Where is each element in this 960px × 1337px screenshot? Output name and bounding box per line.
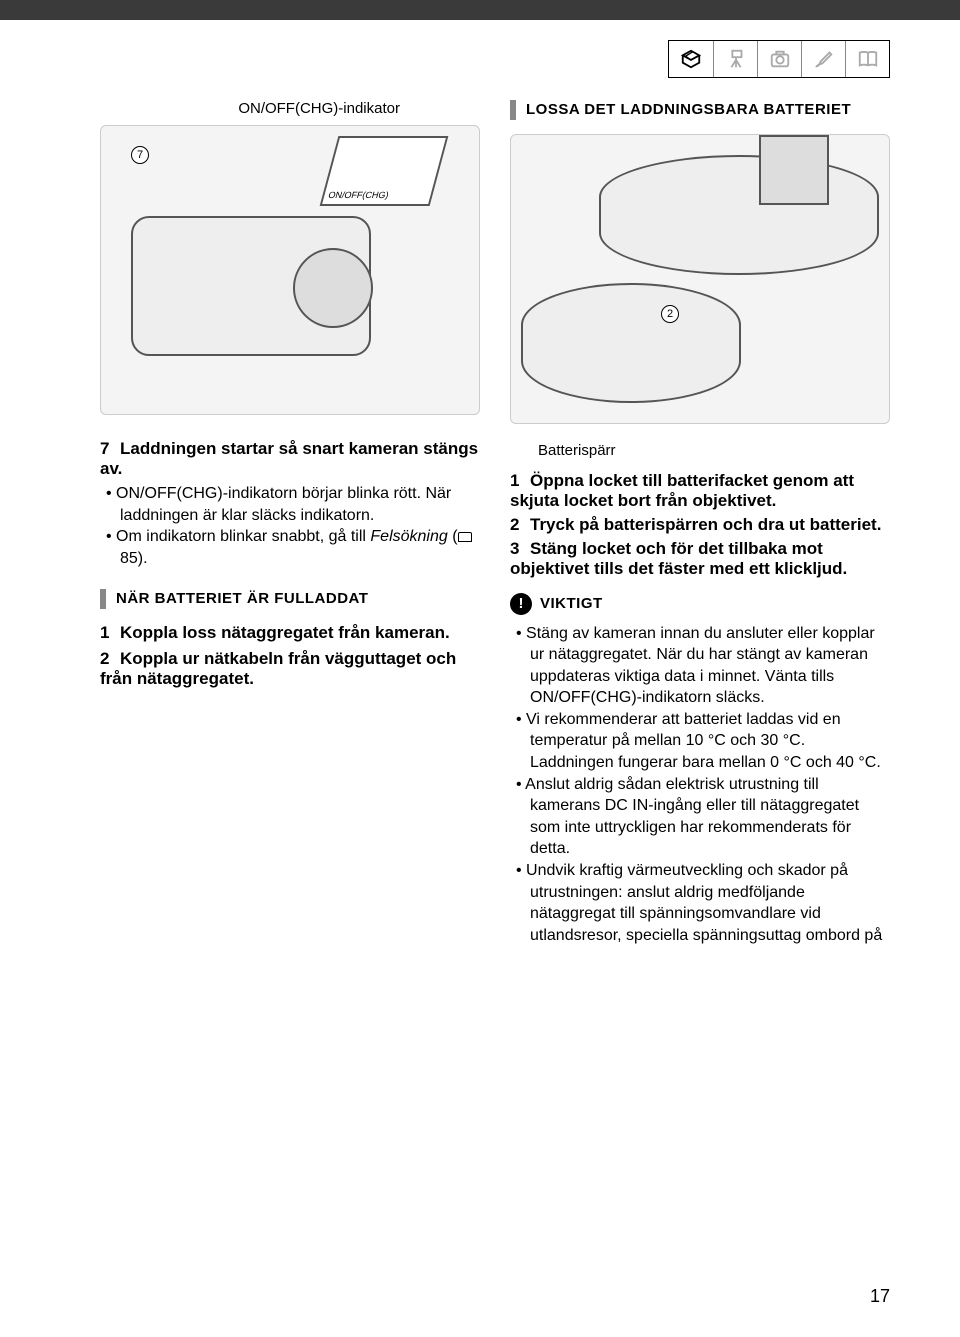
book-icon — [845, 41, 889, 77]
step-7: 7Laddningen startar så snart kameran stä… — [100, 439, 480, 479]
step-text: Öppna locket till batterifacket genom at… — [510, 471, 854, 510]
step-number: 1 — [100, 623, 120, 643]
bullet-item: Vi rekommenderar att batteriet laddas vi… — [530, 709, 890, 774]
left-column: ON/OFF(CHG)-indikator 7 ON/OFF(CHG) 7Lad… — [100, 100, 480, 1277]
bullet-item: Stäng av kameran innan du ansluter eller… — [530, 623, 890, 709]
step-3-remove: 3Stäng locket och för det tillbaka mot o… — [510, 539, 890, 579]
camera-top-view — [599, 155, 879, 275]
step-text: Laddningen startar så snart kameran stän… — [100, 439, 478, 478]
indicator-caption: ON/OFF(CHG)-indikator — [100, 100, 480, 117]
heading-remove-battery: LOSSA DET LADDNINGSBARA BATTERIET — [510, 100, 890, 120]
important-label: VIKTIGT — [540, 595, 603, 612]
camera-bottom-view — [521, 283, 741, 403]
page-content: ON/OFF(CHG)-indikator 7 ON/OFF(CHG) 7Lad… — [100, 100, 890, 1277]
illustration-left: 7 ON/OFF(CHG) — [100, 125, 480, 415]
step-number: 1 — [510, 471, 530, 491]
illustration-right: 2 — [510, 134, 890, 424]
bullet-item: Anslut aldrig sådan elektrisk utrustning… — [530, 774, 890, 860]
bullet-item: Om indikatorn blinkar snabbt, gå till Fe… — [120, 526, 480, 569]
battery-shape — [759, 135, 829, 205]
step-number: 2 — [100, 649, 120, 669]
step7-details: ON/OFF(CHG)-indikatorn börjar blinka röt… — [100, 483, 480, 569]
page-number: 17 — [870, 1286, 890, 1307]
step-number: 7 — [100, 439, 120, 459]
camera-icon — [757, 41, 801, 77]
important-icon: ! — [510, 593, 532, 615]
step-1-remove: 1Öppna locket till batterifacket genom a… — [510, 471, 890, 511]
step-2-full: 2Koppla ur nätkabeln från vägguttaget oc… — [100, 649, 480, 689]
bullet-item: Undvik kraftig värmeutveckling och skado… — [530, 860, 890, 946]
step-text: Tryck på batterispärren och dra ut batte… — [530, 515, 881, 534]
right-column: LOSSA DET LADDNINGSBARA BATTERIET 2 Batt… — [510, 100, 890, 1277]
step-1-full: 1Koppla loss nätaggregatet från kameran. — [100, 623, 480, 643]
box-icon — [669, 41, 713, 77]
tripod-icon — [713, 41, 757, 77]
step-text: Koppla ur nätkabeln från vägguttaget och… — [100, 649, 456, 688]
step-text: Koppla loss nätaggregatet från kameran. — [120, 623, 450, 642]
step-2-remove: 2Tryck på batterispärren och dra ut batt… — [510, 515, 890, 535]
brush-icon — [801, 41, 845, 77]
heading-fully-charged: NÄR BATTERIET ÄR FULLADDAT — [100, 589, 480, 609]
bullet-item: ON/OFF(CHG)-indikatorn börjar blinka röt… — [120, 483, 480, 526]
link-felsokning: Felsökning — [370, 528, 447, 545]
camera-body-shape — [131, 216, 371, 356]
step-number: 3 — [510, 539, 530, 559]
step-number: 2 — [510, 515, 530, 535]
callout-number-7: 7 — [131, 146, 149, 164]
callout-power-box: ON/OFF(CHG) — [320, 136, 449, 206]
lens-shape — [293, 248, 373, 328]
step-text: Stäng locket och för det tillbaka mot ob… — [510, 539, 847, 578]
top-bar — [0, 0, 960, 20]
page-ref: 85 — [120, 550, 138, 567]
callout-number-2: 2 — [661, 305, 679, 323]
book-ref-icon — [458, 532, 472, 542]
chapter-icon-strip — [668, 40, 890, 78]
important-list: Stäng av kameran innan du ansluter eller… — [510, 623, 890, 947]
callout-label-batterisparr: Batterispärr — [538, 442, 890, 459]
important-heading: ! VIKTIGT — [510, 593, 890, 615]
